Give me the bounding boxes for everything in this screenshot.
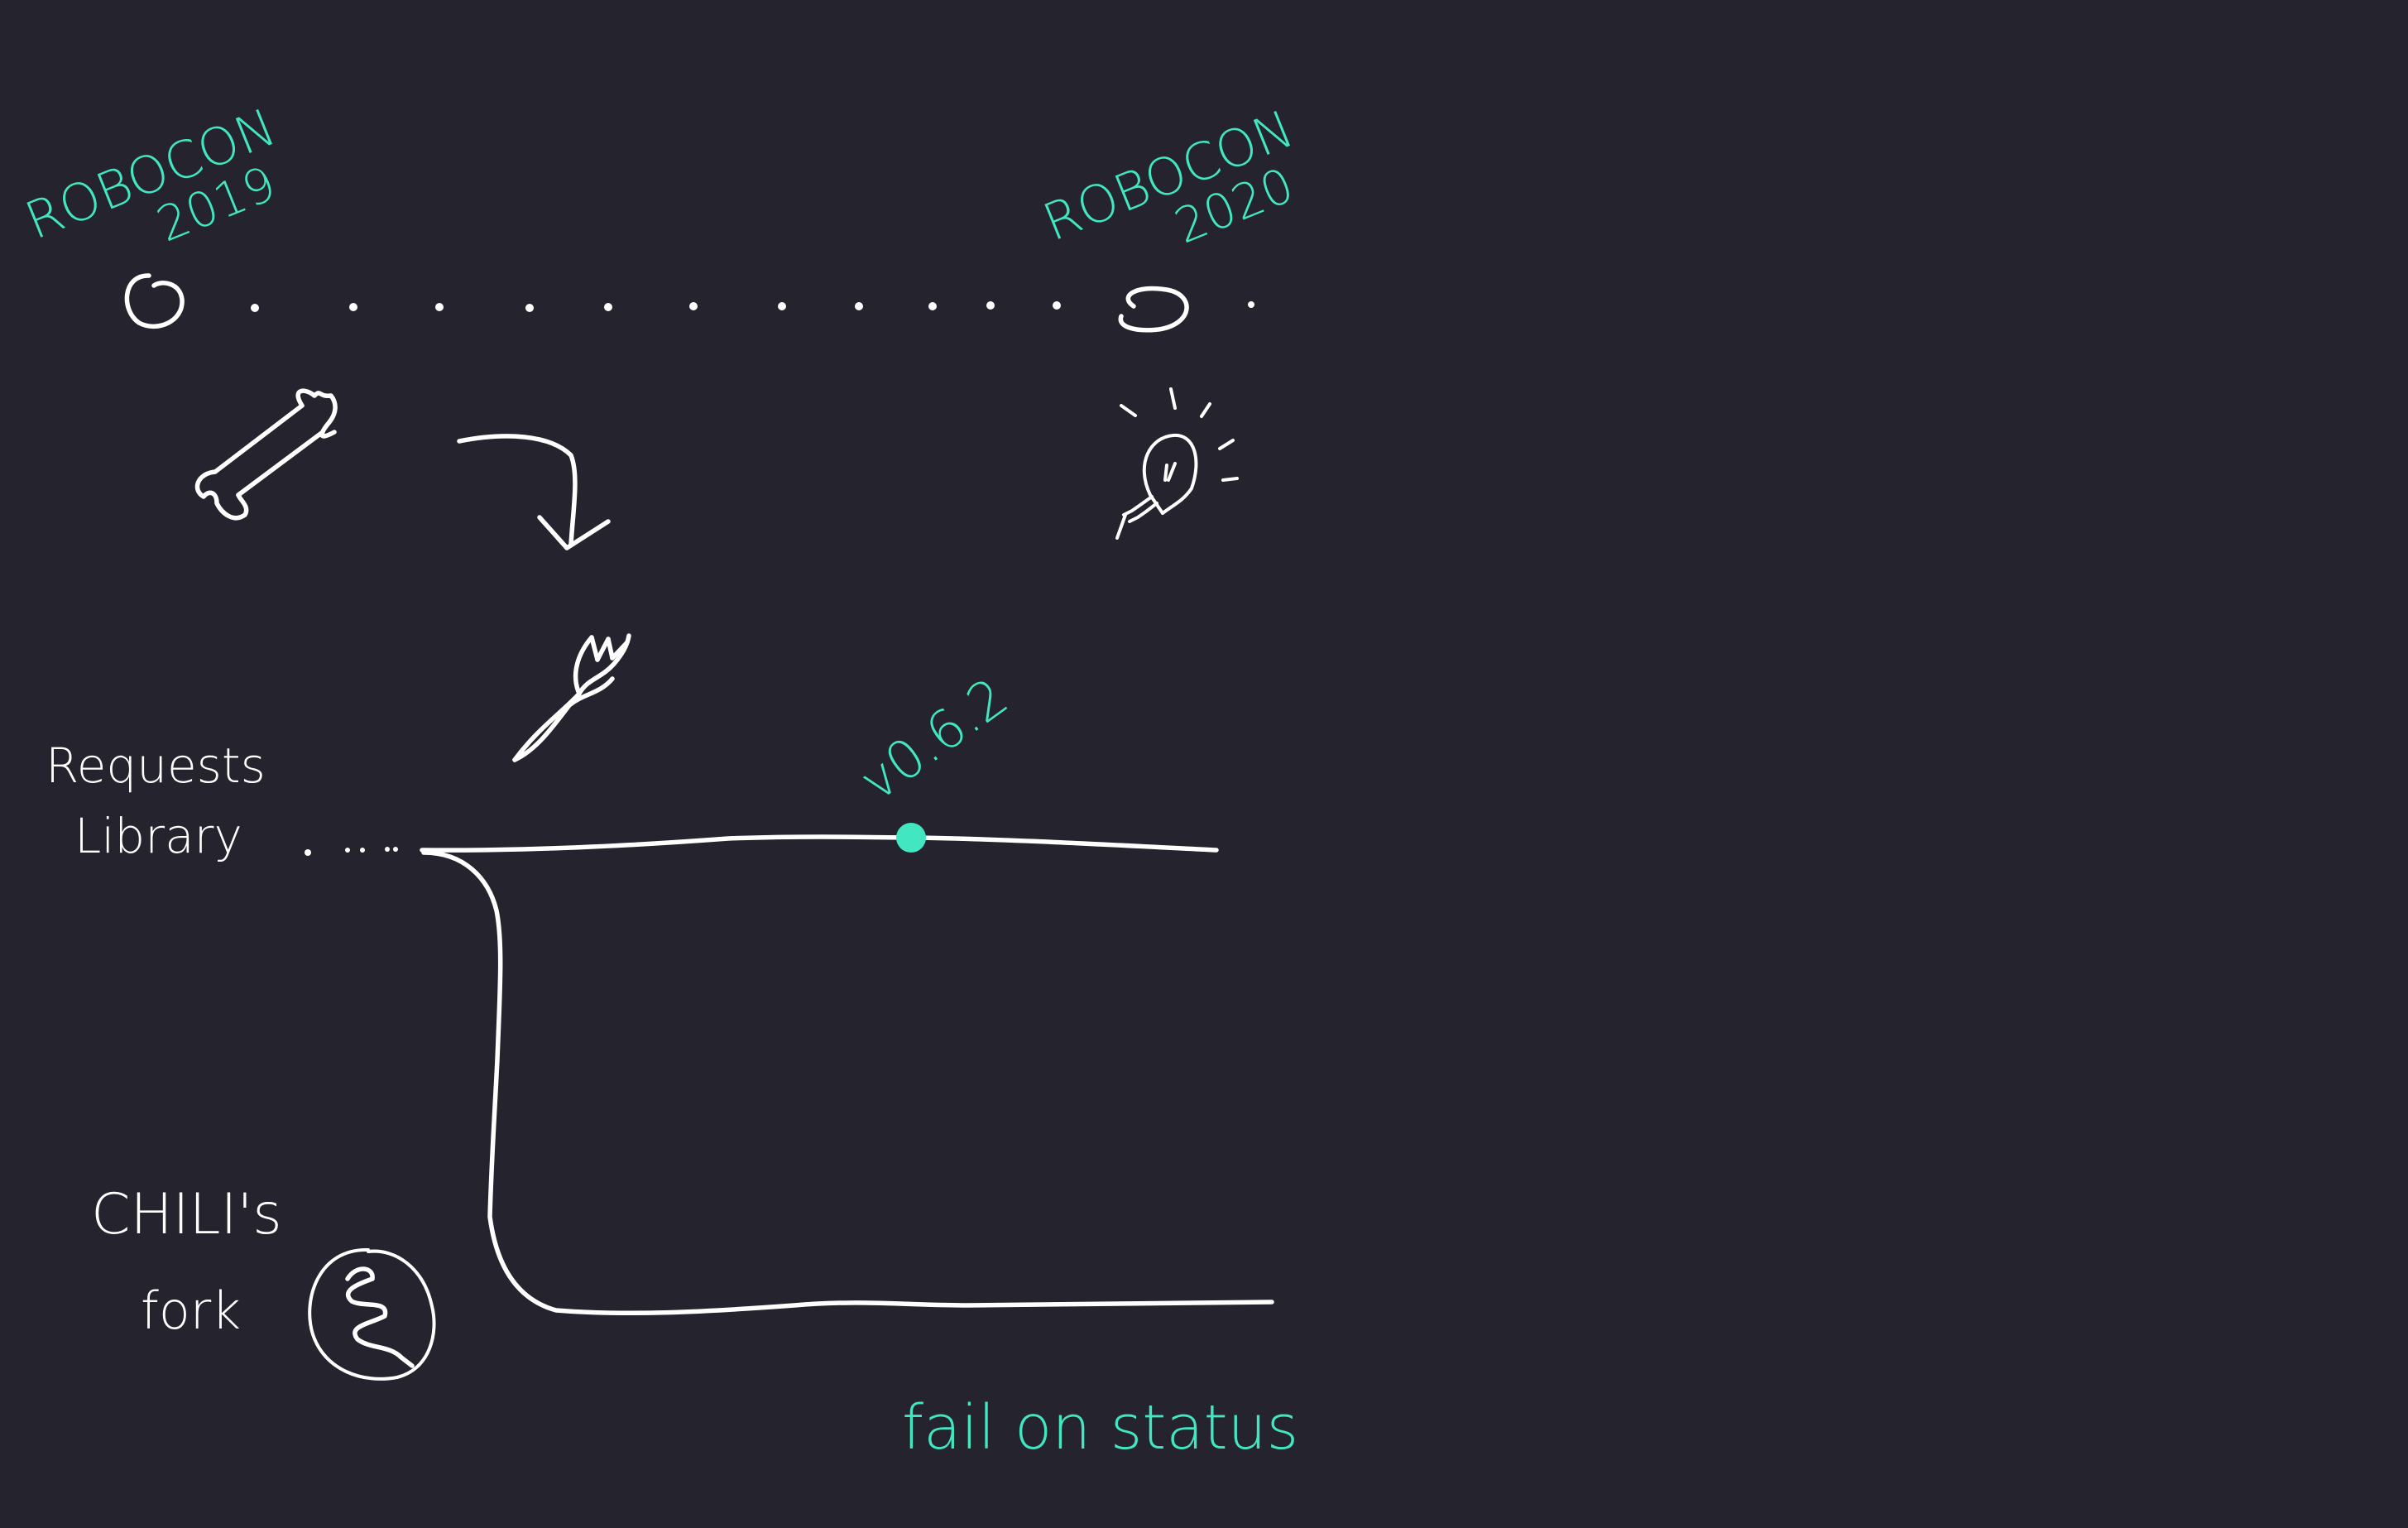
main-branch-line <box>420 834 1219 853</box>
version-marker <box>896 823 926 853</box>
requests-library-label-line2: Library <box>74 808 242 864</box>
chili-fork-label-line2: fork <box>141 1281 241 1341</box>
wrench-icon <box>194 388 338 521</box>
end-node-circle-icon <box>1118 286 1189 333</box>
curved-arrow-icon <box>457 434 611 550</box>
fork-branch-line <box>421 850 1274 1316</box>
main-branch-lead-dots <box>305 847 398 856</box>
requests-library-label-line1: Requests <box>46 738 266 794</box>
chili-logo-icon <box>308 1247 436 1381</box>
robocon-2020-label: ROBOCON 2020 <box>1035 99 1302 255</box>
dotted-timeline <box>251 301 1254 312</box>
fail-on-status-label: fail on status <box>902 1392 1298 1463</box>
start-node-circle-icon <box>124 273 185 329</box>
version-label: v0.6.2 <box>849 666 1019 814</box>
chili-fork-label-line1: CHILI's <box>91 1182 282 1247</box>
lightbulb-icon <box>1115 387 1239 540</box>
version-label-group: v0.6.2 <box>849 666 1019 814</box>
robocon-2019-label: ROBOCON 2019 <box>17 97 285 253</box>
fork-icon <box>512 633 631 762</box>
